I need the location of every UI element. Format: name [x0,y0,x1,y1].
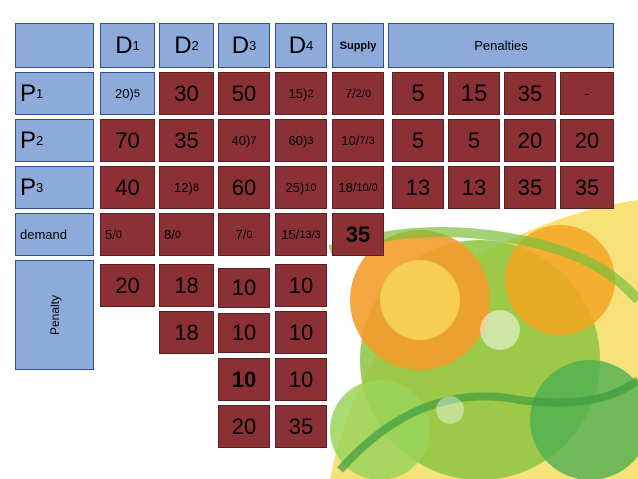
row-penalty-p2-2: 5 [448,119,500,162]
header-corner [15,23,94,68]
demand-d1: 5/0 [100,213,155,256]
header-supply: Supply [332,23,384,68]
cell-p2-d4: 60) 3 [275,119,327,162]
cell-p3-d3: 60 [218,166,270,209]
row-penalty-p1-1: 5 [392,72,444,115]
row-penalty-p1-4: - [560,72,614,115]
row-penalty-p3-4: 35 [560,166,614,209]
col-penalty-r2-d2: 18 [159,311,214,354]
demand-d4: 15/13/3 [275,213,327,256]
col-penalty-r1-d2: 18 [159,264,214,307]
col-penalty-r3-d4: 10 [275,358,327,401]
cell-p2-d2: 35 [159,119,214,162]
row-penalty-p2-3: 20 [504,119,556,162]
cell-p3-d4: 25) 10 [275,166,327,209]
cell-p2-d3: 40) 7 [218,119,270,162]
cell-p2-supply: 10/7/3 [332,119,384,162]
row-label-penalty: Penalty [15,260,94,370]
cell-p3-supply: 18/10/0 [332,166,384,209]
col-penalty-r1-d1: 20 [100,264,155,307]
cell-p1-d3: 50 [218,72,270,115]
demand-d3: 7/0 [218,213,270,256]
col-penalty-r2-d4: 10 [275,311,327,354]
row-penalty-p3-3: 35 [504,166,556,209]
col-penalty-r4-d4: 35 [275,405,327,448]
demand-total: 35 [332,213,384,256]
row-penalty-p1-3: 35 [504,72,556,115]
cell-p2-d1: 70 [100,119,155,162]
row-penalty-p1-2: 15 [448,72,500,115]
col-penalty-r1-d3: 10 [218,268,270,308]
cell-p1-d1: 20) 5 [100,72,155,115]
row-penalty-p2-1: 5 [392,119,444,162]
cell-p3-d2: 12) 8 [159,166,214,209]
row-label-demand: demand [15,213,94,256]
row-penalty-p3-2: 13 [448,166,500,209]
row-penalty-p3-1: 13 [392,166,444,209]
col-penalty-r2-d3: 10 [218,313,270,353]
cell-p1-d4: 15) 2 [275,72,327,115]
cell-p3-d1: 40 [100,166,155,209]
cell-p1-d2: 30 [159,72,214,115]
demand-d2: 8/0 [159,213,214,256]
cell-p1-supply: 7/2/0 [332,72,384,115]
row-penalty-p2-4: 20 [560,119,614,162]
col-penalty-r4-d3: 20 [218,405,270,448]
col-penalty-r1-d4: 10 [275,264,327,307]
header-penalties: Penalties [388,23,614,68]
col-penalty-r3-d3: 10 [218,358,270,401]
